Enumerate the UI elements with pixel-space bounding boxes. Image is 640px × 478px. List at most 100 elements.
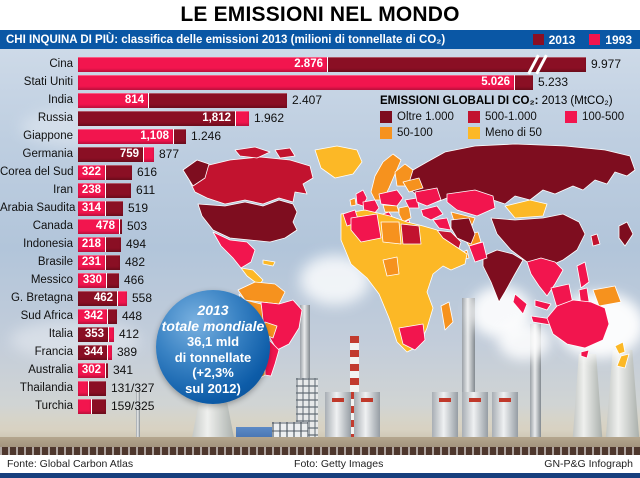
legend-label: Meno di 50 <box>485 127 542 139</box>
legend-label: 1993 <box>605 32 632 47</box>
year-legend-item: 2013 <box>532 32 576 47</box>
bar-row: Messico 330 466 <box>0 273 640 288</box>
bar-value-label: 494 <box>126 237 147 251</box>
map-legend-item: Meno di 50 <box>468 127 542 139</box>
map-region-south-africa <box>398 323 426 351</box>
country-label: Francia <box>34 346 73 358</box>
bar-track: 1,108 1.246 <box>78 129 640 144</box>
map-region-sumatra <box>512 293 528 315</box>
map-region-mongolia <box>504 199 548 219</box>
bar-value-label: 448 <box>122 309 143 323</box>
map-region-kazakhstan <box>446 189 496 217</box>
map-legend-item: Oltre 1.000 <box>380 111 468 123</box>
bar-row: Canada 478 503 <box>0 219 640 234</box>
bar-track: 322 616 <box>78 165 640 180</box>
bar-track: 131/327 <box>78 381 640 396</box>
chart-header-bar: CHI INQUINA DI PIÙ: classifica delle emi… <box>0 30 640 49</box>
silo <box>354 392 380 445</box>
legend-swatch <box>532 34 544 45</box>
map-region-greenland <box>314 145 363 179</box>
bar-track: 159/325 <box>78 399 640 414</box>
bar-row: India 814 2.407 <box>0 93 640 108</box>
footer-navy-bar <box>0 473 640 478</box>
bar-value-label: 9.977 <box>591 57 622 71</box>
bar-track: 302 341 <box>78 363 640 378</box>
bar-track: 342 448 <box>78 309 640 324</box>
country-label: Messico <box>30 274 73 286</box>
year-legend: 2013 1993 <box>519 33 640 47</box>
bar-track: 2.876 9.977 <box>78 54 640 75</box>
conveyor-structure <box>0 447 640 456</box>
country-label: Turchia <box>35 400 73 412</box>
map-legend-title: EMISSIONI GLOBALI DI CO₂: 2013 (MtCO₂) <box>380 95 624 107</box>
map-legend-title-rest: 2013 (MtCO₂) <box>538 95 613 107</box>
silo <box>432 392 458 445</box>
bar-track: 353 412 <box>78 327 640 342</box>
cloud <box>10 320 140 360</box>
map-region-new-zealand <box>616 353 630 369</box>
map-legend-row: Oltre 1.000 500-1.000 100-500 <box>380 111 624 123</box>
bar-value-label: 616 <box>137 165 158 179</box>
map-region-alaska <box>182 159 210 187</box>
bar-1993: 478 <box>78 219 120 234</box>
bar-track: 330 466 <box>78 273 640 288</box>
country-label: Arabia Saudita <box>0 202 76 214</box>
country-label: Sud Africa <box>20 310 73 322</box>
legend-label: Oltre 1.000 <box>397 111 454 123</box>
bar-1993 <box>78 381 89 396</box>
bar-row: Cina 2.876 9.977 <box>0 54 640 75</box>
bar-track: 238 611 <box>78 183 640 198</box>
bar-1993: 342 <box>78 309 108 324</box>
bar-row: Stati Uniti 5.026 5.233 <box>0 75 640 90</box>
map-region-japan <box>618 221 634 247</box>
bar-row: Sud Africa 342 448 <box>0 309 640 324</box>
country-label: Australia <box>28 364 73 376</box>
country-label: Stati Uniti <box>23 76 73 88</box>
bar-row: Giappone 1,108 1.246 <box>0 129 640 144</box>
bar-row: Corea del Sud 322 616 <box>0 165 640 180</box>
title-bar: LE EMISSIONI NEL MONDO <box>0 0 640 30</box>
country-label: Canada <box>32 220 73 232</box>
map-region-madagascar <box>440 301 454 331</box>
map-region-romania <box>404 197 420 209</box>
map-region-germany-poland <box>378 189 404 207</box>
axis-break-mark <box>527 54 548 75</box>
country-label: Indonesia <box>23 238 73 250</box>
bar-value-label: 558 <box>132 291 153 305</box>
bar-track: 344 389 <box>78 345 640 360</box>
footer-source: Fonte: Global Carbon Atlas <box>7 458 134 470</box>
bar-track: 231 482 <box>78 255 640 270</box>
bar-row: Russia 1,812 1.962 <box>0 111 640 126</box>
bar-value-label: 389 <box>117 345 138 359</box>
map-region-libya <box>380 221 402 245</box>
map-region-malaysia <box>534 299 552 311</box>
map-region-turkey <box>420 205 444 221</box>
legend-label: 100-500 <box>582 111 625 123</box>
bar-value-label: 466 <box>124 273 145 287</box>
legend-swatch <box>565 111 577 123</box>
bar-row: Indonesia 218 494 <box>0 237 640 252</box>
bar-track: 814 2.407 <box>78 93 640 108</box>
map-region-ukraine <box>414 187 442 207</box>
country-label: Russia <box>37 112 73 124</box>
country-label: Brasile <box>37 256 73 268</box>
footer-credits: Fonte: Global Carbon Atlas Foto: Getty I… <box>0 455 640 473</box>
map-legend-item: 500-1.000 <box>468 111 565 123</box>
bar-1993: 218 <box>78 237 106 252</box>
map-region-cuba <box>262 259 276 267</box>
country-label: Iran <box>53 184 73 196</box>
map-region-usa <box>197 199 298 243</box>
bar-1993: 231 <box>78 255 106 270</box>
bar-1993: 5.026 <box>78 75 515 90</box>
bar-2013: 1,812 <box>78 111 236 126</box>
world-emissions-map <box>182 143 636 379</box>
legend-label: 2013 <box>548 32 576 47</box>
bar-track: 478 503 <box>78 219 640 234</box>
chimney <box>530 324 541 448</box>
bar-value-label: 1.246 <box>191 129 222 143</box>
map-region-philippines <box>576 261 590 289</box>
bar-2013: 462 <box>78 291 118 306</box>
country-label: Italia <box>48 328 73 340</box>
bar-value-label: 159/325 <box>111 399 155 413</box>
